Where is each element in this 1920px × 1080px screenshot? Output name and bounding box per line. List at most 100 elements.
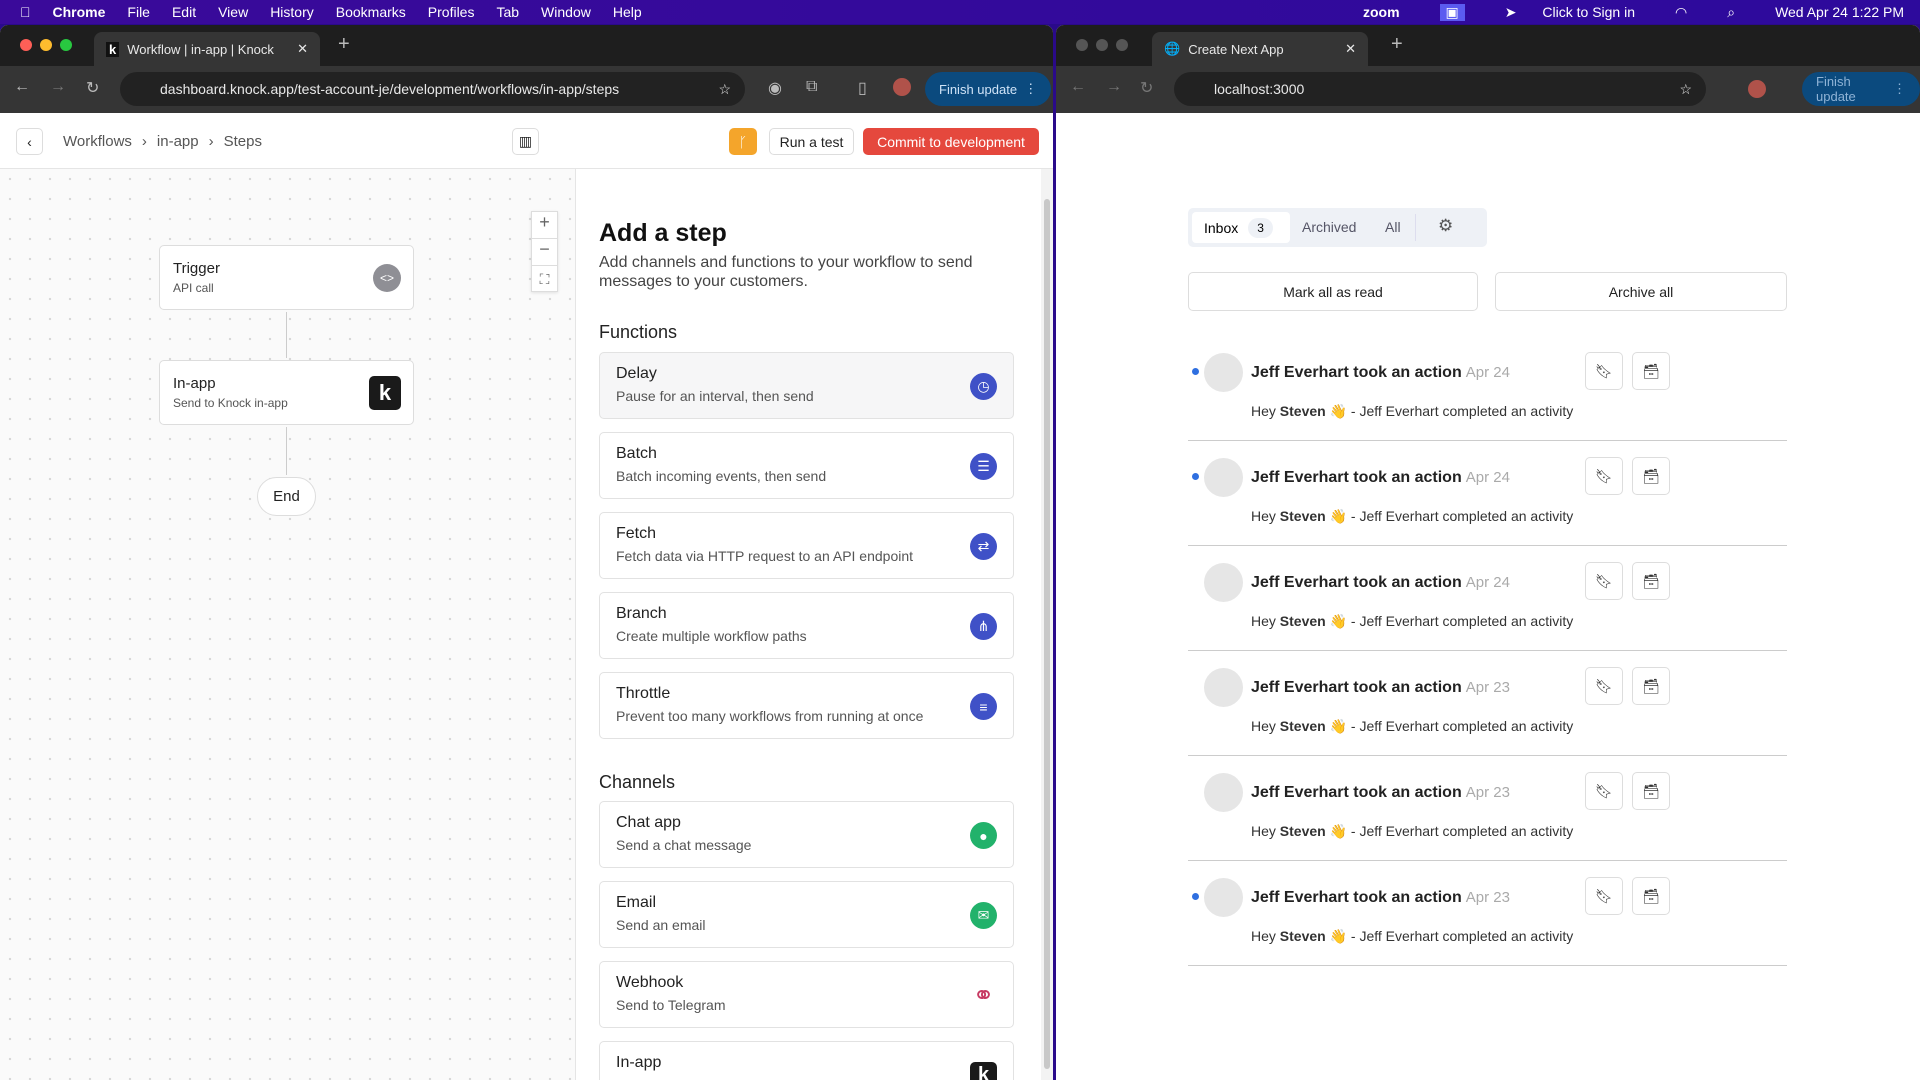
zoom-label[interactable]: zoom <box>1362 4 1400 20</box>
signin-label[interactable]: Click to Sign in <box>1542 3 1635 20</box>
menu-tab[interactable]: Tab <box>485 4 519 20</box>
notification-item[interactable]: Jeff Everhart took an action Apr 24 Hey S… <box>1188 441 1787 546</box>
screen-share-icon[interactable]: ▣ <box>1439 3 1465 21</box>
breadcrumb-steps[interactable]: Steps <box>223 133 262 150</box>
notification-item[interactable]: Jeff Everhart took an action Apr 23 Hey S… <box>1188 861 1787 966</box>
wifi-icon[interactable]: ◠ <box>1675 3 1688 20</box>
extension-icon[interactable]: ◉ <box>768 80 782 97</box>
finish-update-button[interactable]: Finish update ⋮ <box>1802 72 1920 106</box>
mark-read-button[interactable]: 🔖︎ <box>1585 772 1623 810</box>
unread-dot <box>1192 893 1199 900</box>
close-tab-icon[interactable]: ✕ <box>297 41 308 56</box>
profile-avatar[interactable] <box>893 78 911 96</box>
signin-icon[interactable]: ➤ Click to Sign in <box>1504 3 1635 20</box>
reload-icon[interactable]: ↻ <box>86 80 100 97</box>
zoom-out-button[interactable]: − <box>532 239 557 266</box>
archive-button[interactable]: 🗃︎ <box>1632 457 1670 495</box>
mark-read-button[interactable]: 🔖︎ <box>1585 667 1623 705</box>
forward-icon[interactable]: → <box>50 78 66 95</box>
step-option-batch[interactable]: Batch Batch incoming events, then send ☰ <box>599 432 1014 499</box>
step-option-throttle[interactable]: Throttle Prevent too many workflows from … <box>599 672 1014 739</box>
tab-inbox[interactable]: Inbox 3 <box>1192 212 1290 243</box>
back-icon[interactable]: ← <box>14 78 30 95</box>
step-option-delay[interactable]: Delay Pause for an interval, then send ◷ <box>599 352 1014 419</box>
archive-button[interactable]: 🗃︎ <box>1632 772 1670 810</box>
menu-view[interactable]: View <box>207 4 248 20</box>
menu-bookmarks[interactable]: Bookmarks <box>325 4 406 20</box>
menu-profiles[interactable]: Profiles <box>417 4 475 20</box>
reload-icon[interactable]: ↻ <box>1140 80 1154 97</box>
step-option-branch[interactable]: Branch Create multiple workflow paths ⋔ <box>599 592 1014 659</box>
url-input[interactable]: dashboard.knock.app/test-account-je/deve… <box>120 72 745 106</box>
back-button[interactable]: ‹ <box>16 128 43 155</box>
maximize-window-button[interactable] <box>1116 39 1128 51</box>
maximize-window-button[interactable] <box>60 39 72 51</box>
browser-tab[interactable]: 🌐 Create Next App ✕ <box>1152 32 1368 66</box>
step-option-email[interactable]: Email Send an email ✉ <box>599 881 1014 948</box>
trigger-node[interactable]: Trigger API call <> <box>159 245 414 310</box>
breadcrumb-in-app[interactable]: in-app <box>156 133 199 150</box>
toggle-sidebar-button[interactable]: ▥ <box>512 128 539 155</box>
close-window-button[interactable] <box>1076 39 1088 51</box>
apple-icon[interactable]:  <box>20 4 31 20</box>
archive-button[interactable]: 🗃︎ <box>1632 562 1670 600</box>
archive-button[interactable]: 🗃︎ <box>1632 877 1670 915</box>
step-option-title: Email <box>616 894 657 911</box>
menu-history[interactable]: History <box>259 4 314 20</box>
mark-read-button[interactable]: 🔖︎ <box>1585 457 1623 495</box>
search-icon[interactable]: ⌕ <box>1727 3 1736 20</box>
puzzle-icon[interactable]: ⧉ <box>806 78 818 95</box>
new-tab-icon[interactable]: + <box>1391 33 1403 55</box>
settings-gear-icon[interactable]: ⚙ <box>1438 216 1454 235</box>
menu-file[interactable]: File <box>116 4 150 20</box>
close-window-button[interactable] <box>20 39 32 51</box>
step-option-fetch[interactable]: Fetch Fetch data via HTTP request to an A… <box>599 512 1014 579</box>
archive-button[interactable]: 🗃︎ <box>1632 667 1670 705</box>
minimize-window-button[interactable] <box>1096 39 1108 51</box>
step-option-webhook[interactable]: Webhook Send to Telegram ⚭ <box>599 961 1014 1028</box>
fit-view-button[interactable]: ⛶ <box>539 271 550 287</box>
minimize-window-button[interactable] <box>40 39 52 51</box>
bookmark-star-icon[interactable]: ☆ <box>1679 80 1692 97</box>
profile-avatar[interactable] <box>1748 80 1766 98</box>
notification-item[interactable]: Jeff Everhart took an action Apr 23 Hey S… <box>1188 756 1787 861</box>
menu-app[interactable]: Chrome <box>42 4 106 20</box>
tab-archived[interactable]: Archived <box>1302 219 1357 235</box>
branch-button[interactable]: ᚴ <box>729 128 757 155</box>
notification-item[interactable]: Jeff Everhart took an action Apr 24 Hey S… <box>1188 546 1787 651</box>
breadcrumb-workflows[interactable]: Workflows <box>63 133 132 150</box>
notification-item[interactable]: Jeff Everhart took an action Apr 24 Hey S… <box>1188 336 1787 441</box>
mark-read-button[interactable]: 🔖︎ <box>1585 352 1623 390</box>
tab-all[interactable]: All <box>1385 219 1401 235</box>
zoom-in-button[interactable]: + <box>532 212 557 239</box>
step-option-chat-app[interactable]: Chat app Send a chat message ● <box>599 801 1014 868</box>
in-app-node[interactable]: In-app Send to Knock in-app k <box>159 360 414 425</box>
run-test-button[interactable]: Run a test <box>769 128 854 155</box>
browser-tab[interactable]: k Workflow | in-app | Knock ✕ <box>94 32 320 66</box>
finish-update-button[interactable]: Finish update ⋮ <box>925 72 1052 106</box>
menu-edit[interactable]: Edit <box>161 4 196 20</box>
panel-scrollbar[interactable] <box>1041 169 1053 1080</box>
commit-button[interactable]: Commit to development <box>863 128 1039 155</box>
forward-icon[interactable]: → <box>1106 78 1122 95</box>
bookmark-star-icon[interactable]: ☆ <box>718 80 731 97</box>
end-node[interactable]: End <box>257 477 316 516</box>
back-icon[interactable]: ← <box>1070 78 1086 95</box>
sidepanel-icon[interactable]: ▯ <box>858 80 867 97</box>
archive-all-button[interactable]: Archive all <box>1495 272 1787 311</box>
mark-all-read-button[interactable]: Mark all as read <box>1188 272 1478 311</box>
workflow-canvas[interactable]: Trigger API call <> In-app Send to Knock… <box>0 169 576 1080</box>
unread-dot <box>1192 368 1199 375</box>
mark-read-button[interactable]: 🔖︎ <box>1585 562 1623 600</box>
url-input[interactable]: localhost:3000 ☆ <box>1174 72 1706 106</box>
avatar <box>1204 773 1243 812</box>
mark-read-button[interactable]: 🔖︎ <box>1585 877 1623 915</box>
datetime[interactable]: Wed Apr 24 1:22 PM <box>1775 4 1904 20</box>
notification-item[interactable]: Jeff Everhart took an action Apr 23 Hey S… <box>1188 651 1787 756</box>
close-tab-icon[interactable]: ✕ <box>1345 41 1356 56</box>
archive-button[interactable]: 🗃︎ <box>1632 352 1670 390</box>
menu-window[interactable]: Window <box>530 4 591 20</box>
menu-help[interactable]: Help <box>602 4 642 20</box>
new-tab-icon[interactable]: + <box>338 33 350 55</box>
